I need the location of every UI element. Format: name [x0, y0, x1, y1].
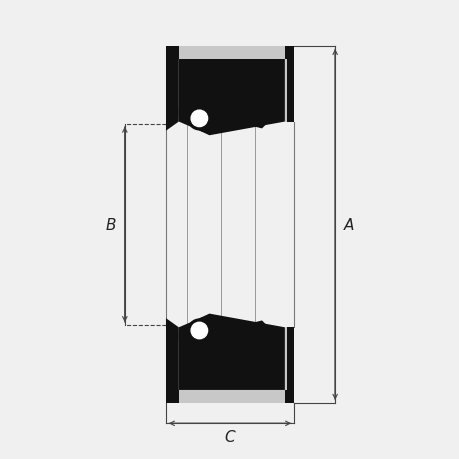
Circle shape [191, 111, 207, 127]
Circle shape [191, 323, 207, 339]
Text: C: C [224, 429, 235, 444]
Polygon shape [166, 390, 293, 403]
Polygon shape [284, 328, 286, 390]
Circle shape [188, 108, 210, 130]
Circle shape [188, 319, 210, 342]
Polygon shape [179, 317, 202, 341]
Polygon shape [284, 60, 293, 122]
Polygon shape [179, 390, 284, 403]
Polygon shape [179, 60, 284, 136]
Polygon shape [250, 111, 268, 129]
Polygon shape [179, 314, 284, 390]
Polygon shape [179, 47, 284, 60]
Polygon shape [284, 328, 293, 390]
Polygon shape [166, 47, 179, 131]
Text: A: A [343, 218, 353, 232]
Polygon shape [166, 47, 293, 60]
Polygon shape [166, 319, 179, 403]
Polygon shape [284, 60, 286, 122]
Polygon shape [179, 109, 202, 133]
Polygon shape [250, 321, 268, 339]
Text: B: B [106, 218, 116, 232]
